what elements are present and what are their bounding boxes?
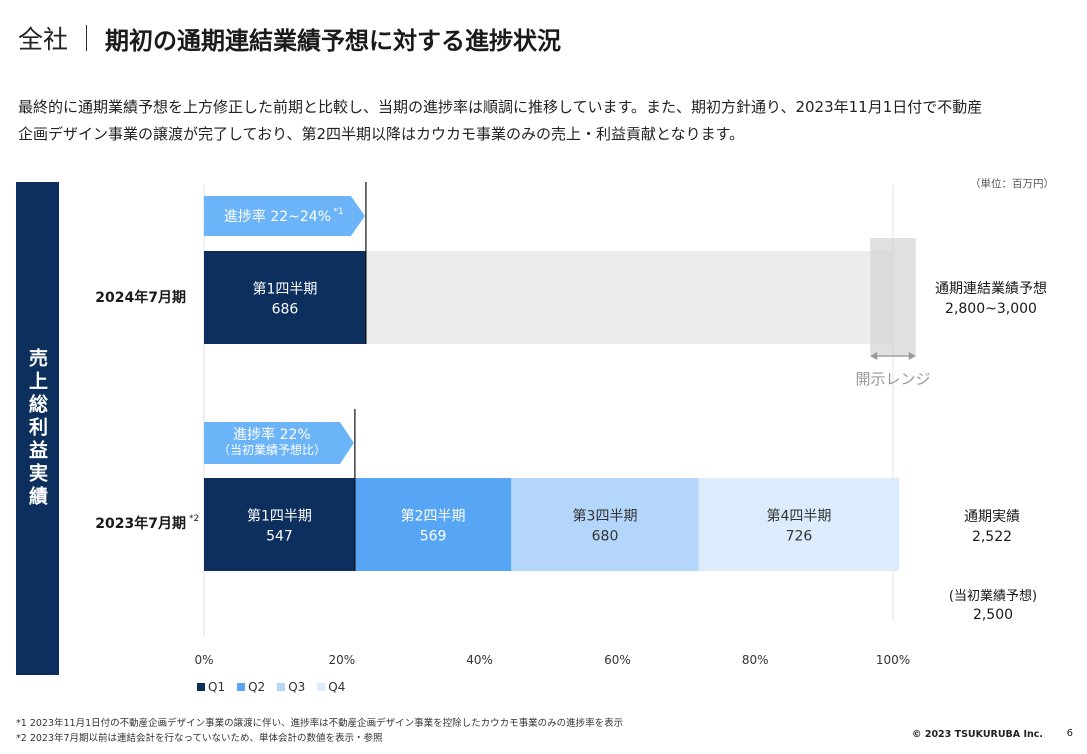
bar-segment-fy2023-q3 bbox=[511, 478, 699, 571]
legend-label: Q3 bbox=[288, 680, 306, 694]
bar-segment-fy2023-q3-value: 680 bbox=[592, 529, 619, 545]
bar-segment-fy2023-q2-value: 569 bbox=[420, 529, 447, 545]
description-line-2: 企画デザイン事業の譲渡が完了しており、第2四半期以降はカウカモ事業のみの売上・利… bbox=[18, 125, 745, 143]
progress-arrow-fy2023-shape bbox=[204, 422, 354, 464]
range-label: 開示レンジ bbox=[855, 370, 930, 388]
range-arrow-left-head bbox=[870, 352, 878, 360]
bar-segment-fy2023-q4-value: 726 bbox=[786, 529, 813, 545]
forecast-label-fy2024: 通期連結業績予想 bbox=[935, 281, 1047, 297]
legend-swatch bbox=[197, 683, 205, 691]
bar-segment-fy2023-q1-name: 第1四半期 bbox=[247, 508, 312, 525]
legend-swatch bbox=[317, 683, 326, 691]
actual-label-fy2023: 通期実績 bbox=[964, 509, 1020, 525]
footnote-1: *1 2023年11月1日付の不動産企画デザイン事業の譲渡に伴い、進捗率は不動産… bbox=[16, 718, 624, 729]
chart-legend: Q1 Q2 Q3 Q4 bbox=[197, 680, 345, 694]
progress-arrow-fy2024-shape bbox=[204, 196, 365, 236]
x-tick-label: 0% bbox=[194, 653, 213, 667]
progress-arrow-fy2024-label: 進捗率 22~24% bbox=[224, 208, 331, 225]
unit-label: （単位：百万円） bbox=[970, 178, 1054, 190]
progress-arrow-fy2023-sublabel: （当初業績予想比） bbox=[218, 442, 326, 457]
forecast-value-fy2024: 2,800~3,000 bbox=[945, 301, 1037, 317]
progress-arrow-fy2023-label: 進捗率 22% bbox=[233, 426, 311, 443]
description: 最終的に通期業績予想を上方修正した前期と比較し、当期の進捗率は順調に推移していま… bbox=[18, 94, 1068, 148]
bar-segment-fy2024-q1 bbox=[204, 251, 366, 344]
legend-label: Q4 bbox=[328, 680, 346, 694]
bar-segment-fy2023-q1-value: 547 bbox=[266, 529, 293, 545]
bar-segment-fy2023-q2-name: 第2四半期 bbox=[401, 508, 466, 525]
description-line-1: 最終的に通期業績予想を上方修正した前期と比較し、当期の進捗率は順調に推移していま… bbox=[18, 98, 983, 116]
disclosure-range-band bbox=[870, 238, 916, 357]
progress-arrow-fy2024-note: *1 bbox=[333, 207, 343, 217]
title-text: 期初の通期連結業績予想に対する進捗状況 bbox=[105, 26, 562, 55]
row-label-note-fy2023: *2 bbox=[189, 514, 199, 524]
page-number: 6 bbox=[1066, 728, 1073, 739]
actual-value-fy2023: 2,522 bbox=[972, 529, 1012, 545]
x-tick-label: 100% bbox=[876, 653, 910, 667]
row-label-fy2024: 2024年7月期 bbox=[95, 289, 186, 306]
x-tick-label: 20% bbox=[328, 653, 355, 667]
x-tick-label: 80% bbox=[742, 653, 769, 667]
company-label: 全社 bbox=[18, 25, 69, 54]
initial-forecast-label: (当初業績予想) bbox=[949, 588, 1037, 604]
x-tick-label: 40% bbox=[466, 653, 493, 667]
legend-item: Q2 bbox=[237, 680, 265, 694]
row-label-fy2023: 2023年7月期 bbox=[95, 515, 186, 532]
copyright: © 2023 TSUKURUBA Inc. bbox=[912, 729, 1043, 740]
footnotes: *1 2023年11月1日付の不動産企画デザイン事業の譲渡に伴い、進捗率は不動産… bbox=[16, 716, 623, 746]
bar-segment-fy2024-q1-name: 第1四半期 bbox=[252, 281, 317, 298]
legend-item: Q3 bbox=[277, 680, 305, 694]
legend-swatch bbox=[277, 683, 286, 691]
bar-segment-fy2023-q4 bbox=[698, 478, 900, 571]
legend-item: Q1 bbox=[197, 680, 225, 694]
x-tick-label: 60% bbox=[604, 653, 631, 667]
bar-segment-fy2023-q4-name: 第4四半期 bbox=[766, 508, 831, 525]
legend-swatch bbox=[237, 683, 246, 691]
legend-item: Q4 bbox=[317, 680, 345, 694]
bar-segment-fy2023-q2 bbox=[354, 478, 512, 571]
range-arrow-right-head bbox=[908, 352, 916, 360]
side-band-label: 売上総利益実績 bbox=[26, 348, 48, 509]
legend-label: Q1 bbox=[208, 680, 226, 694]
bar-segment-fy2023-q1 bbox=[204, 478, 355, 571]
bar-segment-fy2024-q1-value: 686 bbox=[272, 302, 299, 318]
footnote-2: *2 2023年7月期以前は連結会計を行なっていないため、単体会計の数値を表示・… bbox=[16, 733, 383, 744]
initial-forecast-value: 2,500 bbox=[973, 607, 1013, 623]
legend-label: Q2 bbox=[248, 680, 266, 694]
bar-segment-fy2023-q3-name: 第3四半期 bbox=[573, 508, 638, 525]
side-band: 売上総利益実績 bbox=[16, 182, 59, 675]
page-title: 全社 期初の通期連結業績予想に対する進捗状況 bbox=[18, 18, 561, 58]
title-separator bbox=[86, 25, 88, 51]
